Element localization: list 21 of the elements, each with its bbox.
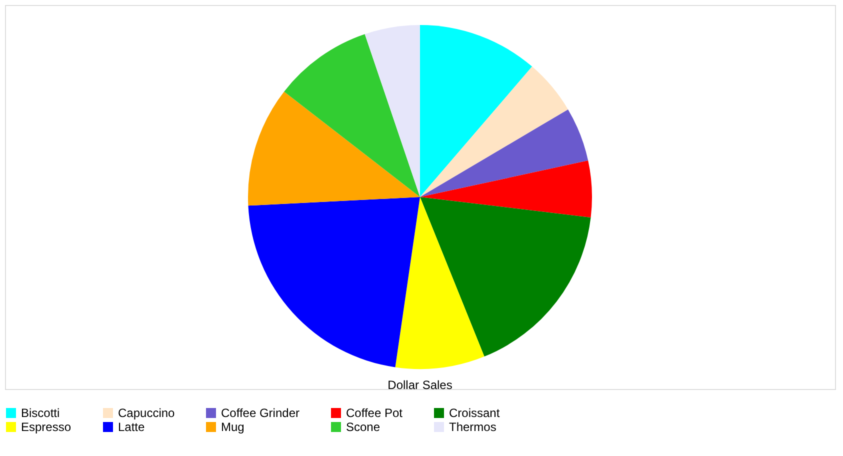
legend-label: Latte (118, 420, 146, 434)
pie-slice (248, 197, 420, 368)
pie-slice (420, 66, 568, 197)
text: Dollar Sales (388, 378, 452, 392)
legend-label: Capuccino (118, 406, 176, 420)
pie-slice (364, 25, 420, 197)
pie-slice (420, 25, 532, 197)
legend-label: Mug (221, 420, 244, 434)
pie-slice (284, 34, 420, 197)
pie-slice (420, 109, 588, 197)
pie-slice (420, 160, 592, 218)
legend-label: Biscotti (21, 406, 60, 420)
pie-slice (248, 92, 420, 206)
legend-label: Espresso (21, 420, 72, 434)
legend-label: Scone (346, 420, 380, 434)
legend-label: Coffee Grinder (221, 406, 300, 420)
legend-label: Croissant (449, 406, 500, 420)
legend-label: Coffee Pot (346, 406, 404, 420)
pie-slice (420, 197, 591, 357)
pie-slice (395, 197, 484, 369)
legend-label: Thermos (449, 420, 496, 434)
